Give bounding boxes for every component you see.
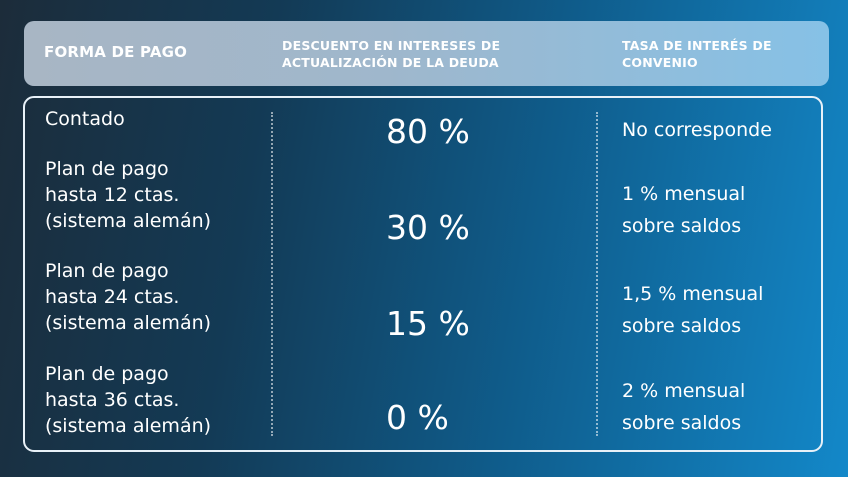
- table-header: FORMA DE PAGO DESCUENTO EN INTERESES DE …: [24, 21, 829, 86]
- row-plan-36-method: Plan de pago hasta 36 ctas. (sistema ale…: [45, 363, 212, 437]
- header-payment-method: FORMA DE PAGO: [44, 43, 188, 61]
- row-cash-method: Contado: [45, 108, 125, 130]
- row-plan-24-method: Plan de pago hasta 24 ctas. (sistema ale…: [45, 260, 212, 334]
- row-plan-24-discount: 15 %: [386, 304, 470, 343]
- row-plan-12-method: Plan de pago hasta 12 ctas. (sistema ale…: [45, 158, 212, 232]
- row-plan-36-rate: 2 % mensual sobre saldos: [622, 380, 746, 434]
- header-interest-discount: DESCUENTO EN INTERESES DE ACTUALIZACIÓN …: [282, 38, 501, 70]
- row-plan-12-rate: 1 % mensual sobre saldos: [622, 183, 746, 237]
- row-plan-12-discount: 30 %: [386, 208, 470, 247]
- row-plan-36-discount: 0 %: [386, 398, 449, 437]
- table-body: Contado 80 % No corresponde Plan de pago…: [23, 96, 823, 452]
- row-plan-24-rate: 1,5 % mensual sobre saldos: [622, 283, 764, 337]
- row-cash-rate: No corresponde: [622, 119, 772, 141]
- column-divider-2: [596, 112, 598, 436]
- row-cash-discount: 80 %: [386, 112, 470, 151]
- column-divider-1: [271, 112, 273, 436]
- header-agreement-rate: TASA DE INTERÉS DE CONVENIO: [622, 38, 772, 70]
